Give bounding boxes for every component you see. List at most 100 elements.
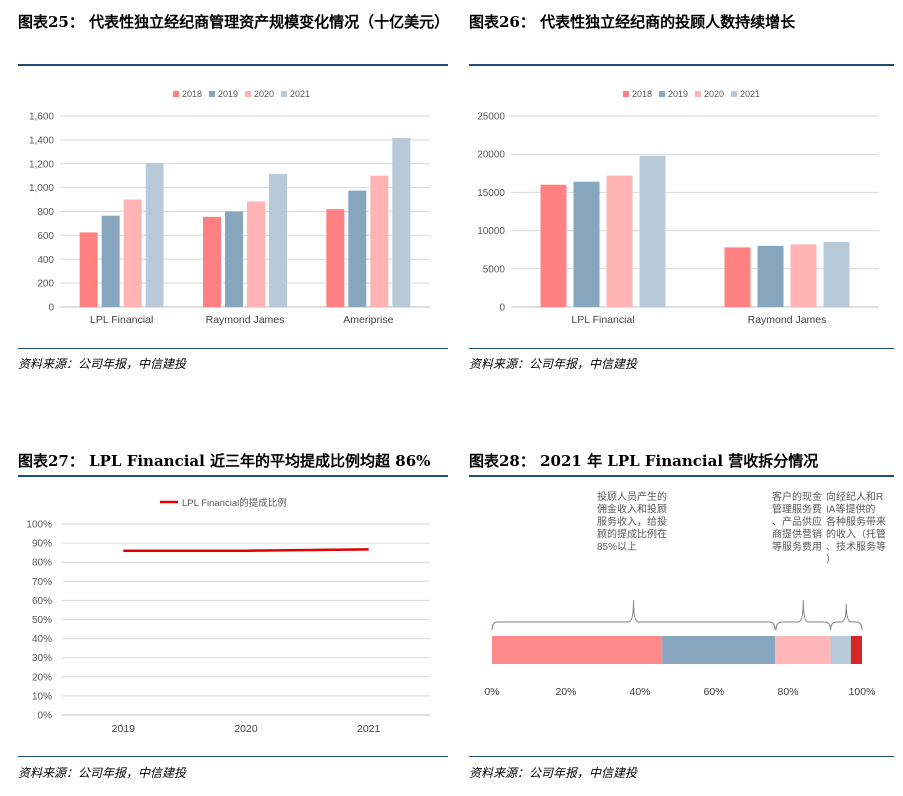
x-category-label: Raymond James xyxy=(748,314,827,326)
legend-label: 2020 xyxy=(704,89,724,99)
source-rule xyxy=(469,756,894,757)
bar-2020 xyxy=(247,201,265,307)
y-tick-label: 100% xyxy=(26,520,52,531)
stacked-segment xyxy=(830,636,851,664)
y-tick-label: 800 xyxy=(37,207,54,218)
title-rule xyxy=(18,475,448,477)
stacked-segment xyxy=(662,636,776,664)
y-tick-label: 80% xyxy=(32,558,52,569)
bar-2018 xyxy=(203,216,221,307)
bar-2020 xyxy=(790,244,817,307)
x-category-label: LPL Financial xyxy=(571,314,634,326)
y-tick-label: 10% xyxy=(32,691,52,702)
chart25-title: 图表25： 代表性独立经纪商管理资产规模变化情况（十亿美元） xyxy=(18,13,450,31)
chart27-payout-ratio-line-chart: 0% 10% 20% 30% 40% 50% 60% 70% 80% 90% 100% 2019 202… xyxy=(26,497,430,735)
legend-swatch xyxy=(623,91,629,97)
legend-label: 2019 xyxy=(668,89,688,99)
x-category-label: Raymond James xyxy=(206,314,285,326)
legend-swatch xyxy=(695,91,701,97)
stacked-segment xyxy=(775,636,831,664)
bar-2021 xyxy=(392,138,411,307)
bar-2019 xyxy=(757,245,784,307)
x-tick-label: 60% xyxy=(703,686,724,698)
chart26-title: 图表26： 代表性独立经纪商的投顾人数持续增长 xyxy=(469,13,796,31)
y-tick-label: 1,000 xyxy=(29,183,54,194)
y-tick-label: 30% xyxy=(32,653,52,664)
legend-swatch xyxy=(659,91,665,97)
annotation-text: 投顾人员产生的佣金收入和投顾服务收入，给投顾的提成比例在 85%以上 xyxy=(597,490,667,553)
annotation-brace xyxy=(491,599,776,631)
y-tick-label: 20% xyxy=(32,672,52,683)
bar-2019 xyxy=(348,190,367,307)
legend-label: LPL Financial的提成比例 xyxy=(182,497,287,509)
source-rule xyxy=(18,756,448,757)
bar-2021 xyxy=(823,242,850,307)
legend-swatch xyxy=(173,91,179,97)
title-rule xyxy=(469,64,894,66)
y-tick-label: 50% xyxy=(32,615,52,626)
legend-label: 2018 xyxy=(632,89,652,99)
y-tick-label: 15000 xyxy=(477,188,505,199)
legend-label: 2019 xyxy=(218,89,238,99)
chart28-revenue-breakdown-chart: 0% 20% 40% 60% 80% 100% 投顾人员产生的佣金收入和投顾服务收入，给投顾… xyxy=(484,490,886,698)
annotation-brace xyxy=(830,603,863,631)
x-category-label: LPL Financial xyxy=(90,314,153,326)
x-category-label: Ameriprise xyxy=(343,314,393,326)
chart28-title: 图表28： 2021 年 LPL Financial 营收拆分情况 xyxy=(469,452,819,470)
legend-label: 2020 xyxy=(254,89,274,99)
title-rule xyxy=(469,475,894,477)
annotation-brace xyxy=(775,599,832,631)
y-tick-label: 70% xyxy=(32,577,52,588)
y-tick-label: 1,200 xyxy=(29,159,54,170)
chart28-source: 资料来源：公司年报，中信建投 xyxy=(469,766,638,780)
bar-2018 xyxy=(724,247,751,307)
x-category-label: 2020 xyxy=(234,723,258,735)
y-tick-label: 5000 xyxy=(483,264,506,275)
legend-swatch xyxy=(731,91,737,97)
y-tick-label: 10000 xyxy=(477,226,505,237)
y-tick-label: 0% xyxy=(38,711,53,722)
x-tick-label: 80% xyxy=(777,686,798,698)
bar-2018 xyxy=(79,232,98,307)
y-tick-label: 40% xyxy=(32,634,52,645)
series-line-lpl-payout xyxy=(123,548,369,552)
bar-2019 xyxy=(573,181,600,307)
chart27-title: 图表27： LPL Financial 近三年的平均提成比例均超 86% xyxy=(18,452,431,470)
title-rule xyxy=(18,64,448,66)
bar-2019 xyxy=(101,215,120,307)
y-tick-label: 90% xyxy=(32,539,52,550)
y-tick-label: 200 xyxy=(37,279,54,290)
stacked-segment xyxy=(492,636,663,664)
annotation-text: 客户的现金管理服务费、产品供应商提供营销等服务费用 xyxy=(772,490,822,553)
chart25-aum-bar-chart: 0 200 400 600 800 1,000 1,200 1,400 1,600 LPL Fin… xyxy=(29,89,430,326)
x-tick-label: 40% xyxy=(629,686,650,698)
bar-2019 xyxy=(225,211,243,307)
chart26-advisor-count-bar-chart: 0 5000 10000 15000 20000 25000 LPL Financial Ra… xyxy=(477,89,879,326)
y-tick-label: 0 xyxy=(499,303,505,314)
bar-2021 xyxy=(145,163,164,307)
x-category-label: 2021 xyxy=(357,723,381,735)
x-tick-label: 0% xyxy=(484,686,499,698)
chart26-source: 资料来源：公司年报，中信建投 xyxy=(469,357,638,371)
legend-label: 2018 xyxy=(182,89,202,99)
bar-2020 xyxy=(370,175,389,307)
chart25-source: 资料来源：公司年报，中信建投 xyxy=(18,357,187,371)
y-tick-label: 1,600 xyxy=(29,112,54,123)
y-tick-label: 600 xyxy=(37,231,54,242)
stacked-segment xyxy=(850,636,862,664)
y-tick-label: 400 xyxy=(37,255,54,266)
y-tick-label: 20000 xyxy=(477,150,505,161)
annotation-text: 向经纪人和R IA等提供的各种服务带来的收入（托管、技术服务等） xyxy=(826,490,886,566)
source-rule xyxy=(469,348,894,349)
bar-2021 xyxy=(639,155,666,307)
source-rule xyxy=(18,348,448,349)
y-tick-label: 60% xyxy=(32,596,52,607)
bar-2021 xyxy=(269,173,287,307)
bar-2020 xyxy=(123,199,142,307)
legend-label: 2021 xyxy=(290,89,310,99)
chart27-source: 资料来源：公司年报，中信建投 xyxy=(18,766,187,780)
legend-label: 2021 xyxy=(740,89,760,99)
bar-2020 xyxy=(606,175,633,307)
y-tick-label: 1,400 xyxy=(29,135,54,146)
legend-swatch xyxy=(245,91,251,97)
